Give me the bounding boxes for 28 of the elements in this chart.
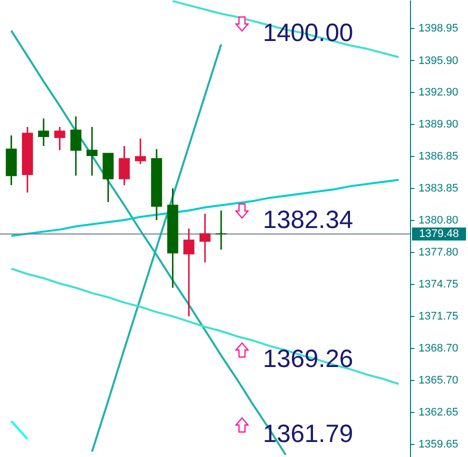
y-tick-label: 1389.90 (418, 118, 458, 130)
candlestick (134, 138, 146, 165)
candlestick (216, 210, 227, 250)
ref-line-label: 1379.48 (419, 228, 459, 240)
y-tick-label: 1398.95 (418, 22, 458, 35)
candlestick (38, 118, 50, 147)
candlestick (70, 116, 82, 176)
y-tick-label: 1392.90 (418, 86, 458, 99)
y-tick-label: 1362.65 (418, 406, 458, 419)
y-tick-label: 1365.70 (418, 374, 458, 386)
y-tick-label: 1371.75 (418, 310, 458, 322)
candlestick (54, 126, 66, 151)
line-series (10, 178, 400, 237)
y-tick-label: 1386.85 (418, 150, 458, 163)
y-tick-label: 1380.80 (418, 214, 458, 227)
y-tick-label: 1383.85 (418, 182, 458, 194)
y-tick-label: 1359.65 (418, 438, 458, 450)
candlestick (86, 126, 98, 176)
annotation: 1382.34 (262, 206, 354, 234)
candlestick (118, 145, 130, 186)
y-tick-label: 1368.70 (418, 342, 458, 355)
y-tick-label: 1374.75 (418, 278, 458, 291)
candlestick (183, 228, 194, 318)
line-series (91, 43, 222, 453)
y-tick-label: 1377.80 (418, 246, 458, 258)
candlestick (200, 212, 210, 264)
line-series (10, 268, 400, 386)
y-tick-label: 1395.90 (418, 54, 458, 67)
